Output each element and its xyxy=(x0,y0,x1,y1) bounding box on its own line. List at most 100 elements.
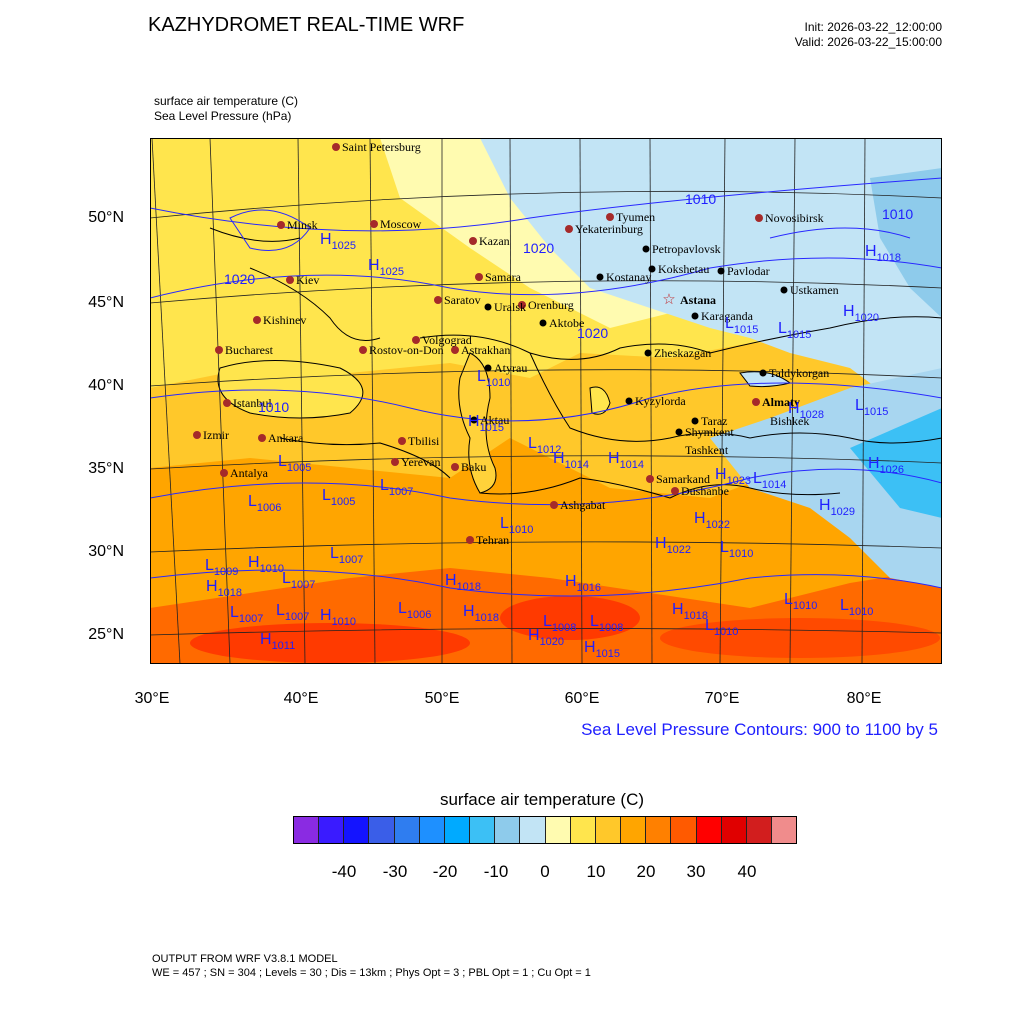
temp-hotspot-3 xyxy=(660,618,940,658)
city-marker-volgograd xyxy=(412,336,420,344)
pressure-label: L1007 xyxy=(282,570,315,591)
colorbar-label: 40 xyxy=(737,862,757,881)
city-marker-karaganda xyxy=(691,312,699,320)
city-label: Tehran xyxy=(476,533,509,547)
lat-label: 25°N xyxy=(88,626,124,643)
pressure-label: 1020 xyxy=(523,240,554,256)
lat-label: 35°N xyxy=(88,460,124,477)
colorbar-swatch xyxy=(319,817,345,843)
pressure-label: H1010 xyxy=(320,607,356,628)
lon-label: 80°E xyxy=(846,690,882,707)
lat-label: 50°N xyxy=(88,209,124,226)
city-marker-baku xyxy=(451,463,459,471)
temp-band-coldest xyxy=(850,408,942,518)
colorbar-label: -40 xyxy=(331,862,357,881)
city-label: Ankara xyxy=(268,431,304,445)
city-label: Kyzylorda xyxy=(635,394,686,408)
city-label: Yekaterinburg xyxy=(575,222,643,236)
colorbar-swatch xyxy=(746,817,772,843)
city-label: Samara xyxy=(485,270,522,284)
city-label: Saint Petersburg xyxy=(342,140,421,154)
city-marker-saratov xyxy=(434,296,442,304)
pressure-label: L1010 xyxy=(720,539,753,560)
pressure-label: H1014 xyxy=(553,450,589,471)
pressure-label: H1018 xyxy=(206,578,242,599)
pressure-label: H1022 xyxy=(694,510,730,531)
city-label: Bishkek xyxy=(770,414,809,428)
pressure-label: L1006 xyxy=(248,493,281,514)
pressure-label: 1010 xyxy=(882,206,913,222)
temp-band-cold-mountains xyxy=(710,368,942,588)
city-label: Taraz xyxy=(701,414,727,428)
pressure-label: H1020 xyxy=(528,627,564,648)
temp-band-colder xyxy=(870,168,942,318)
pressure-label: L1015 xyxy=(855,397,888,418)
colorbar-swatch xyxy=(419,817,445,843)
lon-label: 40°E xyxy=(283,690,319,707)
city-label: Tbilisi xyxy=(408,434,440,448)
city-marker-aktobe xyxy=(539,319,547,327)
lat-label: 40°N xyxy=(88,377,124,394)
city-label: Karaganda xyxy=(701,309,754,323)
city-label: Uralsk xyxy=(494,300,526,314)
pressure-label: L1007 xyxy=(330,545,363,566)
time-info: Init: 2026-03-22_12:00:00 Valid: 2026-03… xyxy=(795,20,942,50)
colorbar-swatch xyxy=(344,817,370,843)
city-label: Novosibirsk xyxy=(765,211,824,225)
colorbar-swatch xyxy=(646,817,672,843)
city-label: Astrakhan xyxy=(461,343,510,357)
city-label: Taldykorgan xyxy=(769,366,829,380)
city-marker-dushanbe xyxy=(671,487,679,495)
city-label: Orenburg xyxy=(528,298,574,312)
city-label: Ustkamen xyxy=(790,283,839,297)
city-label: Tyumen xyxy=(616,210,655,224)
city-marker-shymkent xyxy=(675,428,683,436)
city-marker-rostov xyxy=(359,346,367,354)
city-marker-petropavlovsk xyxy=(642,245,650,253)
city-label: Kostanay xyxy=(606,270,651,284)
city-marker-kostanay xyxy=(596,273,604,281)
city-marker-atyrau xyxy=(484,364,492,372)
pressure-label: L1007 xyxy=(230,604,263,625)
colorbar-swatch xyxy=(771,817,797,843)
pressure-labels: H1025 H1025 1020 1020 1010 1010 H1018 L1… xyxy=(205,191,913,660)
city-marker-uralsk xyxy=(484,303,492,311)
map-frame xyxy=(150,138,942,664)
pressure-label: H1022 xyxy=(655,535,691,556)
pressure-label: L1010 xyxy=(705,617,738,638)
lon-label: 50°E xyxy=(424,690,460,707)
colorbar-swatch xyxy=(570,817,596,843)
pressure-label: 1010 xyxy=(685,191,716,207)
city-label: Minsk xyxy=(287,218,318,232)
pressure-label: H1018 xyxy=(865,243,901,264)
city-label: Almaty xyxy=(762,395,800,409)
city-label: Saratov xyxy=(444,293,481,307)
pressure-label: 1020 xyxy=(224,271,255,287)
city-label: Atyrau xyxy=(494,361,527,375)
colorbar-swatch xyxy=(495,817,521,843)
pressure-label: L1010 xyxy=(477,368,510,389)
city-label: Baku xyxy=(461,460,486,474)
city-label: Kishinev xyxy=(263,313,306,327)
pressure-label: H1011 xyxy=(260,631,295,652)
city-label: Moscow xyxy=(380,217,422,231)
city-label: Kazan xyxy=(479,234,510,248)
colorbar-swatch xyxy=(696,817,722,843)
pressure-label: H1016 xyxy=(565,573,601,594)
colorbar-label: 30 xyxy=(686,862,706,881)
city-labels: Saint Petersburg Minsk Moscow Kazan Yeka… xyxy=(203,140,839,547)
city-marker-kazan xyxy=(469,237,477,245)
city-marker-kiev xyxy=(286,276,294,284)
field-list: surface air temperature (C) Sea Level Pr… xyxy=(154,94,298,124)
city-label: Zheskazgan xyxy=(654,346,711,360)
city-label: Samarkand xyxy=(656,472,710,486)
city-label: Izmir xyxy=(203,428,229,442)
colorbar-swatch xyxy=(369,817,395,843)
colorbar-label: 0 xyxy=(540,862,550,881)
temp-hotspot-2 xyxy=(190,623,470,663)
city-marker-kyzylorda xyxy=(625,397,633,405)
pressure-label: L1005 xyxy=(322,487,355,508)
pressure-label: L1012 xyxy=(528,435,561,456)
city-marker-samarkand xyxy=(646,475,654,483)
colorbar-swatch xyxy=(595,817,622,843)
